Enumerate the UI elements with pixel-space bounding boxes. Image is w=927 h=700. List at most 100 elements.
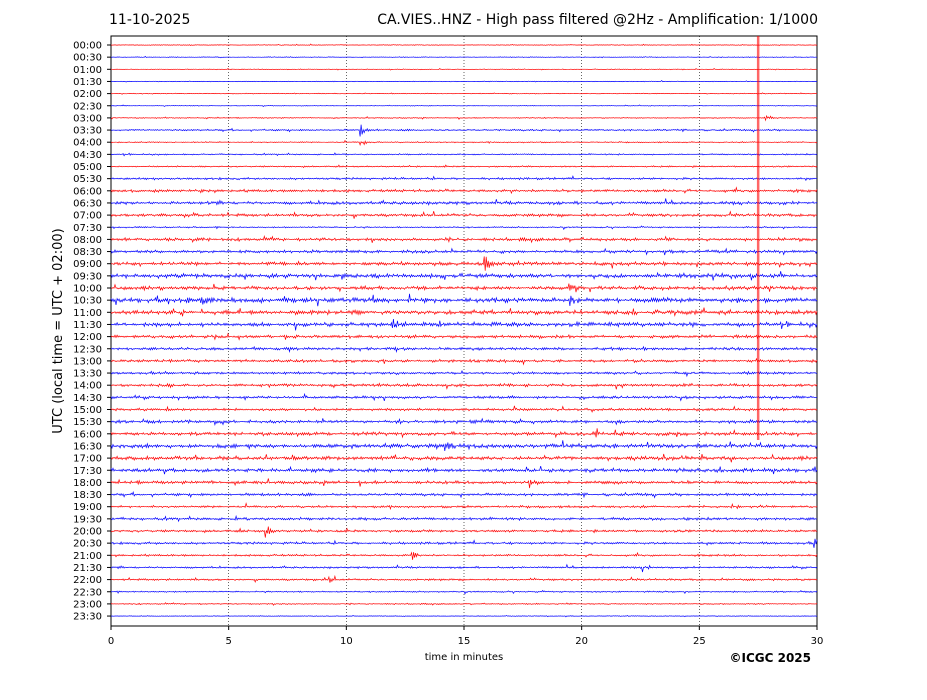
trace-line bbox=[110, 283, 818, 293]
trace-line bbox=[110, 225, 818, 231]
trace-line bbox=[110, 514, 818, 523]
y-tick-label: 18:30 bbox=[73, 490, 102, 501]
x-axis-label: time in minutes bbox=[425, 652, 504, 663]
trace-line bbox=[110, 589, 818, 595]
y-tick-label: 05:00 bbox=[73, 162, 102, 173]
y-tick-label: 17:00 bbox=[73, 454, 102, 465]
trace-line bbox=[110, 453, 818, 463]
trace-line bbox=[110, 175, 818, 182]
y-tick-label: 22:00 bbox=[73, 575, 102, 586]
y-axis-label: UTC (local time = UTC + 02:00) bbox=[51, 228, 66, 433]
trace-line bbox=[110, 68, 818, 71]
trace-line bbox=[110, 247, 818, 256]
trace-line bbox=[110, 186, 818, 195]
trace-line bbox=[110, 198, 818, 206]
y-tick-label: 21:30 bbox=[73, 563, 102, 574]
trace-line bbox=[110, 526, 818, 538]
y-tick-label: 11:30 bbox=[73, 320, 102, 331]
trace-line bbox=[110, 465, 818, 475]
trace-line bbox=[110, 271, 818, 281]
y-tick-label: 15:00 bbox=[73, 405, 102, 416]
y-tick-label: 10:00 bbox=[73, 284, 102, 295]
copyright-label: ©ICGC 2025 bbox=[729, 651, 811, 665]
trace-line bbox=[110, 332, 818, 341]
y-tick-label: 23:30 bbox=[73, 612, 102, 623]
y-tick-label: 13:00 bbox=[73, 356, 102, 367]
y-tick-label: 05:30 bbox=[73, 174, 102, 185]
chart-title: CA.VIES..HNZ - High pass filtered @2Hz -… bbox=[377, 12, 818, 28]
y-tick-label: 13:30 bbox=[73, 369, 102, 380]
trace-line bbox=[110, 234, 818, 244]
y-tick-label: 11:00 bbox=[73, 308, 102, 319]
trace-line bbox=[110, 563, 818, 573]
trace-line bbox=[110, 210, 818, 219]
x-tick-label: 15 bbox=[458, 636, 471, 647]
trace-line bbox=[110, 574, 818, 583]
trace-line bbox=[110, 139, 818, 147]
trace-line bbox=[110, 55, 818, 59]
y-tick-label: 22:30 bbox=[73, 587, 102, 598]
y-tick-label: 06:30 bbox=[73, 198, 102, 209]
y-tick-label: 16:30 bbox=[73, 441, 102, 452]
x-tick-label: 20 bbox=[575, 636, 588, 647]
y-tick-label: 18:00 bbox=[73, 478, 102, 489]
y-tick-label: 20:30 bbox=[73, 539, 102, 550]
y-tick-label: 19:30 bbox=[73, 514, 102, 525]
y-tick-label: 02:00 bbox=[73, 89, 102, 100]
trace-line bbox=[110, 602, 818, 606]
trace-line bbox=[110, 79, 818, 83]
trace-line bbox=[110, 114, 818, 122]
trace-line bbox=[110, 405, 818, 413]
trace-line bbox=[110, 293, 818, 307]
y-tick-label: 20:00 bbox=[73, 527, 102, 538]
trace-line bbox=[110, 369, 818, 378]
y-tick-label: 00:00 bbox=[73, 41, 102, 52]
x-tick-label: 25 bbox=[693, 636, 706, 647]
date-label: 11-10-2025 bbox=[109, 12, 191, 28]
trace-line bbox=[110, 490, 818, 499]
trace-line bbox=[110, 256, 818, 271]
y-tick-label: 08:30 bbox=[73, 247, 102, 258]
y-tick-label: 06:00 bbox=[73, 186, 102, 197]
x-tick-label: 10 bbox=[340, 636, 353, 647]
trace-line bbox=[110, 502, 818, 510]
x-tick-label: 5 bbox=[225, 636, 231, 647]
trace-line bbox=[110, 152, 818, 157]
trace-line bbox=[110, 357, 818, 366]
y-tick-label: 00:30 bbox=[73, 53, 102, 64]
y-tick-label: 21:00 bbox=[73, 551, 102, 562]
y-tick-label: 16:00 bbox=[73, 429, 102, 440]
y-tick-label: 14:30 bbox=[73, 393, 102, 404]
y-tick-label: 19:00 bbox=[73, 502, 102, 513]
trace-line bbox=[110, 440, 818, 452]
y-tick-label: 02:30 bbox=[73, 101, 102, 112]
trace-line bbox=[110, 124, 818, 137]
y-tick-label: 03:30 bbox=[73, 126, 102, 137]
trace-line bbox=[110, 392, 818, 402]
y-tick-label: 14:00 bbox=[73, 381, 102, 392]
y-tick-label: 01:30 bbox=[73, 77, 102, 88]
trace-line bbox=[110, 43, 818, 47]
trace-line bbox=[110, 92, 818, 95]
trace-line bbox=[110, 319, 818, 331]
trace-line bbox=[110, 164, 818, 169]
y-tick-label: 12:00 bbox=[73, 332, 102, 343]
trace-line bbox=[110, 417, 818, 427]
y-tick-label: 17:30 bbox=[73, 466, 102, 477]
y-tick-label: 08:00 bbox=[73, 235, 102, 246]
y-tick-label: 12:30 bbox=[73, 344, 102, 355]
y-tick-label: 04:00 bbox=[73, 138, 102, 149]
y-tick-label: 07:00 bbox=[73, 211, 102, 222]
y-tick-label: 10:30 bbox=[73, 296, 102, 307]
y-tick-label: 01:00 bbox=[73, 65, 102, 76]
trace-line bbox=[110, 614, 818, 618]
y-tick-label: 07:30 bbox=[73, 223, 102, 234]
trace-line bbox=[110, 551, 818, 560]
x-tick-label: 0 bbox=[108, 636, 114, 647]
trace-line bbox=[110, 307, 818, 317]
trace-line bbox=[110, 538, 818, 548]
y-tick-label: 23:00 bbox=[73, 599, 102, 610]
y-tick-label: 04:30 bbox=[73, 150, 102, 161]
